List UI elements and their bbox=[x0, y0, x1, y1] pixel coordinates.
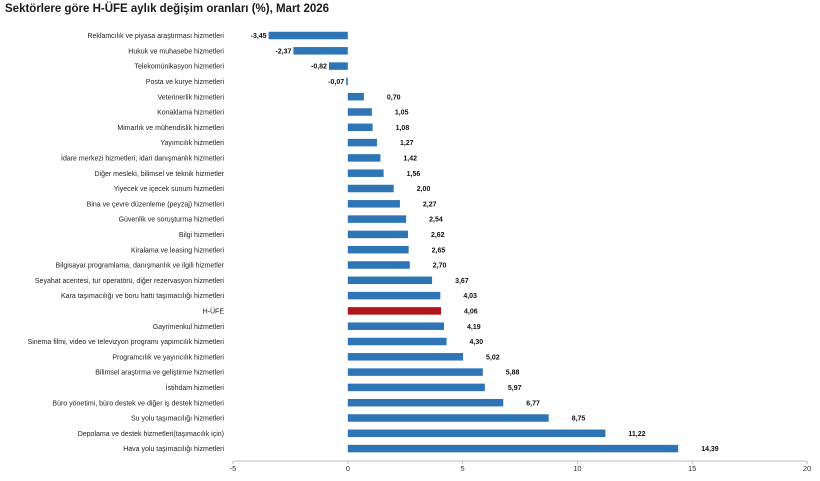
chart-title: Sektörlere göre H-ÜFE aylık değişim oran… bbox=[5, 3, 330, 15]
value-label: 8,75 bbox=[572, 416, 586, 423]
value-label: 5,88 bbox=[506, 370, 520, 377]
bar bbox=[347, 398, 504, 407]
bar bbox=[347, 108, 372, 116]
value-label: 1,27 bbox=[400, 140, 414, 147]
category-label: Telekomünikasyon hizmetleri bbox=[135, 64, 225, 71]
category-label: Diğer mesleki, bilimsel ve teknik hizmet… bbox=[94, 171, 224, 178]
bar bbox=[347, 429, 606, 438]
bar bbox=[347, 184, 394, 193]
value-label: 1,08 bbox=[396, 125, 410, 132]
category-label: Bina ve çevre düzenleme (peyzaj) hizmetl… bbox=[87, 201, 225, 208]
category-label: H-ÜFE bbox=[203, 308, 225, 316]
value-label: 2,54 bbox=[429, 217, 443, 224]
category-label: Hukuk ve muhasebe hizmetleri bbox=[128, 48, 224, 55]
bar bbox=[347, 307, 442, 315]
bar bbox=[347, 123, 373, 132]
category-label: Bilimsel araştırma ve geliştirme hizmetl… bbox=[95, 370, 224, 377]
value-label: 2,65 bbox=[432, 247, 446, 254]
category-label: Kiralama ve leasing hizmetleri bbox=[131, 247, 224, 254]
bar bbox=[347, 261, 410, 269]
bar bbox=[347, 322, 445, 330]
category-label: Veterinerlik hizmetleri bbox=[157, 94, 224, 101]
x-tick-label: -5 bbox=[230, 464, 237, 473]
x-tick-label: 0 bbox=[346, 464, 350, 473]
bar bbox=[347, 200, 400, 208]
value-label: 2,62 bbox=[431, 232, 445, 239]
bar bbox=[347, 383, 485, 392]
category-label: Hava yolu taşımacılığı hizmetleri bbox=[123, 446, 224, 453]
value-label: 5,97 bbox=[508, 385, 522, 392]
category-label: Depolama ve destek hizmetleri(taşımacılı… bbox=[78, 431, 224, 438]
category-label: Seyahat acentesi, tur operatörü, diğer r… bbox=[35, 278, 225, 285]
bar bbox=[347, 230, 408, 239]
category-label: Büro yönetimi, büro destek ve diğer iş d… bbox=[52, 400, 224, 407]
category-label: Bilgisayar programlama, danışmanlık ve i… bbox=[56, 263, 225, 270]
bar bbox=[293, 47, 348, 55]
category-label: Mimarlık ve mühendislik hizmetleri bbox=[117, 125, 224, 132]
category-label: Yiyecek ve içecek sunum hizmetleri bbox=[114, 186, 225, 193]
value-label: -0,82 bbox=[311, 64, 327, 71]
bar bbox=[346, 77, 348, 86]
value-label: 4,03 bbox=[463, 293, 477, 300]
value-label: 2,00 bbox=[417, 186, 431, 193]
category-label: Programcılık ve yayıncılık hizmetleri bbox=[112, 354, 224, 361]
value-label: 4,06 bbox=[464, 309, 478, 316]
value-label: 1,05 bbox=[395, 110, 409, 117]
value-label: -2,37 bbox=[275, 48, 291, 55]
value-label: -3,45 bbox=[251, 33, 267, 40]
value-label: 1,56 bbox=[407, 171, 421, 178]
x-tick-label: 10 bbox=[573, 464, 581, 473]
category-label: Güvenlik ve soruşturma hizmetleri bbox=[119, 217, 225, 224]
value-label: 2,70 bbox=[433, 263, 447, 270]
x-tick-label: 20 bbox=[803, 464, 811, 473]
bar bbox=[347, 138, 377, 147]
x-tick-label: 15 bbox=[688, 464, 696, 473]
value-label: 2,27 bbox=[423, 201, 437, 208]
category-label: Sinema filmi, video ve televizyon progra… bbox=[28, 339, 225, 346]
bar bbox=[347, 215, 407, 223]
category-label: Gayrimenkul hizmetleri bbox=[153, 324, 225, 331]
value-label: 14,39 bbox=[701, 446, 719, 453]
category-label: Reklamcılık ve piyasa araştırması hizmet… bbox=[87, 33, 224, 40]
category-label: Posta ve kurye hizmetleri bbox=[146, 79, 225, 86]
value-label: -0,07 bbox=[328, 79, 344, 86]
bar bbox=[347, 337, 447, 346]
bar bbox=[347, 245, 409, 254]
bar bbox=[347, 444, 679, 453]
bar bbox=[347, 154, 381, 162]
value-label: 5,02 bbox=[486, 354, 500, 361]
bar bbox=[347, 169, 384, 177]
value-label: 4,19 bbox=[467, 324, 481, 331]
category-label: Kara taşımacılığı ve boru hattı taşımacı… bbox=[61, 293, 224, 300]
x-tick-label: 5 bbox=[461, 464, 465, 473]
category-label: İstihdam hizmetleri bbox=[166, 383, 225, 392]
value-label: 1,42 bbox=[403, 156, 417, 163]
bar bbox=[347, 414, 549, 422]
value-label: 3,67 bbox=[455, 278, 469, 285]
value-label: 11,22 bbox=[628, 431, 645, 438]
category-label: İdare merkezi hizmetleri; idari danışman… bbox=[61, 154, 224, 163]
category-label: Su yolu taşımacılığı hizmetleri bbox=[131, 416, 224, 423]
value-label: 4,30 bbox=[470, 339, 484, 346]
value-label: 0,70 bbox=[387, 94, 401, 101]
value-label: 6,77 bbox=[526, 400, 540, 407]
category-label: Bilgi hizmetleri bbox=[179, 232, 225, 239]
bar bbox=[268, 31, 348, 40]
bar bbox=[328, 62, 348, 70]
bar bbox=[347, 368, 483, 376]
bar bbox=[347, 92, 364, 101]
category-label: Konaklama hizmetleri bbox=[157, 110, 224, 117]
bar bbox=[347, 291, 441, 300]
bar bbox=[347, 276, 433, 285]
bar bbox=[347, 353, 464, 361]
category-label: Yayımcılık hizmetleri bbox=[160, 140, 224, 147]
